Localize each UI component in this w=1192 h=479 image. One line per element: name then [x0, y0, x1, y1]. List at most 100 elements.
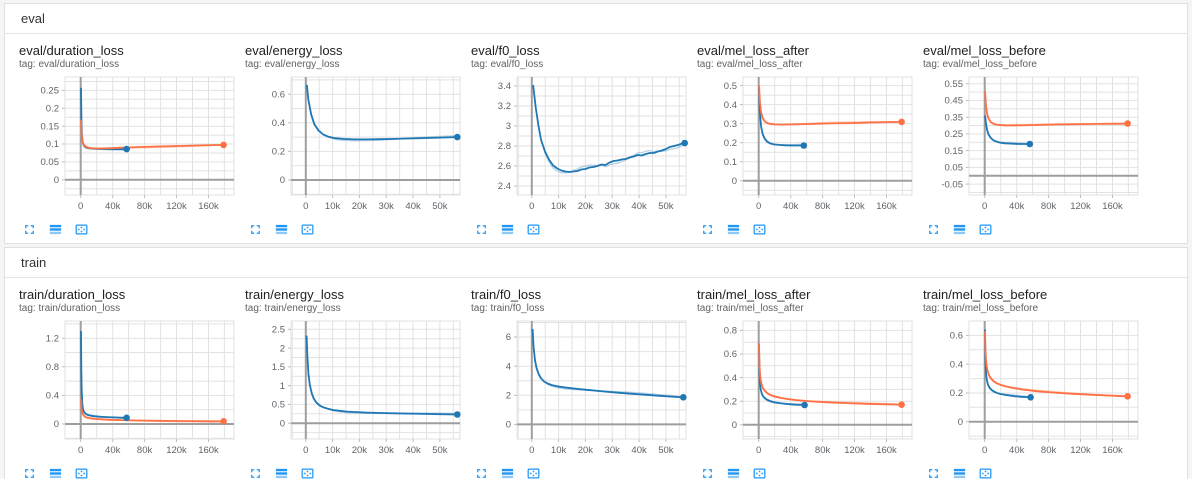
- svg-text:0: 0: [78, 201, 83, 212]
- svg-text:120k: 120k: [166, 201, 187, 212]
- svg-text:0: 0: [756, 445, 761, 456]
- expand-chart-icon[interactable]: [248, 466, 263, 479]
- svg-text:40k: 40k: [1009, 445, 1025, 456]
- expand-chart-icon[interactable]: [926, 466, 941, 479]
- svg-text:160k: 160k: [198, 201, 219, 212]
- svg-text:0.1: 0.1: [46, 139, 59, 150]
- svg-text:160k: 160k: [1102, 201, 1123, 212]
- svg-text:6: 6: [506, 332, 511, 343]
- fit-domain-icon[interactable]: [526, 222, 541, 237]
- line-chart-plot[interactable]: 0 40k 80k 120k 160k 0 0.4 0.8 1.2: [19, 316, 241, 462]
- svg-text:40k: 40k: [631, 445, 647, 456]
- expand-chart-icon[interactable]: [926, 222, 941, 237]
- chart-title: train/mel_loss_after: [697, 287, 811, 302]
- fit-domain-icon[interactable]: [300, 222, 315, 237]
- line-chart-plot[interactable]: 0 10k 20k 30k 40k 50k 0 2 4 6: [471, 316, 693, 462]
- log-scale-toggle-icon[interactable]: [274, 466, 289, 479]
- log-scale-toggle-icon[interactable]: [726, 466, 741, 479]
- section-header-eval[interactable]: eval: [5, 4, 1187, 34]
- svg-text:80k: 80k: [137, 445, 153, 456]
- chart-tag: tag: eval/duration_loss: [19, 59, 120, 70]
- svg-text:2: 2: [280, 343, 285, 354]
- svg-text:40k: 40k: [405, 445, 421, 456]
- chart-title: eval/energy_loss: [245, 43, 343, 58]
- svg-text:10k: 10k: [551, 201, 567, 212]
- fit-domain-icon[interactable]: [526, 466, 541, 479]
- fit-domain-icon[interactable]: [74, 466, 89, 479]
- expand-chart-icon[interactable]: [22, 466, 37, 479]
- line-chart-plot[interactable]: 0 40k 80k 120k 160k 0 0.2 0.4 0.6 0.8: [697, 316, 919, 462]
- log-scale-toggle-icon[interactable]: [726, 222, 741, 237]
- log-scale-toggle-icon[interactable]: [48, 222, 63, 237]
- svg-text:50k: 50k: [658, 201, 674, 212]
- svg-text:0.55: 0.55: [945, 79, 964, 90]
- log-scale-toggle-icon[interactable]: [274, 222, 289, 237]
- svg-text:0.4: 0.4: [272, 118, 285, 129]
- chart-card: train/mel_loss_before tag: train/mel_loss…: [923, 287, 1145, 479]
- svg-text:20k: 20k: [352, 445, 368, 456]
- svg-text:120k: 120k: [1070, 201, 1091, 212]
- chart-toolbar: [697, 462, 919, 479]
- svg-text:80k: 80k: [815, 201, 831, 212]
- line-chart-plot[interactable]: 0 40k 80k 120k 160k 0 0.05 0.1 0.15 0.2 0.25: [19, 72, 241, 218]
- svg-text:0.15: 0.15: [945, 146, 964, 157]
- expand-chart-icon[interactable]: [700, 466, 715, 479]
- fit-domain-icon[interactable]: [300, 466, 315, 479]
- svg-text:30k: 30k: [605, 445, 621, 456]
- expand-chart-icon[interactable]: [474, 466, 489, 479]
- chart-tag: tag: train/mel_loss_before: [923, 303, 1039, 314]
- line-chart-plot[interactable]: 0 10k 20k 30k 40k 50k 2.4 2.6 2.8 3 3.2 3.4: [471, 72, 693, 218]
- line-chart-plot[interactable]: 0 40k 80k 120k 160k 0 0.2 0.4 0.6: [923, 316, 1145, 462]
- chart-toolbar: [245, 218, 467, 240]
- svg-text:0.6: 0.6: [272, 89, 285, 100]
- fit-domain-icon[interactable]: [752, 222, 767, 237]
- fit-domain-icon[interactable]: [978, 222, 993, 237]
- svg-text:80k: 80k: [1041, 201, 1057, 212]
- section-header-train[interactable]: train: [5, 248, 1187, 278]
- chart-tag: tag: eval/mel_loss_after: [697, 59, 803, 70]
- chart-title: eval/f0_loss: [471, 43, 540, 58]
- chart-title: train/mel_loss_before: [923, 287, 1048, 302]
- fit-domain-icon[interactable]: [978, 466, 993, 479]
- expand-chart-icon[interactable]: [474, 222, 489, 237]
- log-scale-toggle-icon[interactable]: [952, 222, 967, 237]
- line-chart-plot[interactable]: 0 40k 80k 120k 160k -0.05 0.05 0.15 0.25 0.35 0.45…: [923, 72, 1145, 218]
- fit-domain-icon[interactable]: [752, 466, 767, 479]
- svg-text:0.5: 0.5: [724, 81, 737, 92]
- chart-tag: tag: train/duration_loss: [19, 303, 121, 314]
- svg-text:1.2: 1.2: [46, 333, 59, 344]
- log-scale-toggle-icon[interactable]: [500, 222, 515, 237]
- svg-text:0.5: 0.5: [272, 400, 285, 411]
- svg-text:0.05: 0.05: [945, 163, 964, 174]
- svg-text:40k: 40k: [405, 201, 421, 212]
- chart-card: train/f0_loss tag: train/f0_loss 0 10k 20k 30…: [471, 287, 693, 479]
- expand-chart-icon[interactable]: [248, 222, 263, 237]
- chart-toolbar: [471, 462, 693, 479]
- svg-text:0: 0: [529, 201, 534, 212]
- line-chart-plot[interactable]: 0 10k 20k 30k 40k 50k 0 0.5 1 1.5 2 2.5: [245, 316, 467, 462]
- svg-text:0.6: 0.6: [724, 349, 737, 360]
- chart-card: eval/f0_loss tag: eval/f0_loss 0 10k 20k 30k 4…: [471, 43, 693, 240]
- log-scale-toggle-icon[interactable]: [500, 466, 515, 479]
- expand-chart-icon[interactable]: [22, 222, 37, 237]
- line-chart-plot[interactable]: 0 10k 20k 30k 40k 50k 0 0.2 0.4 0.6: [245, 72, 467, 218]
- log-scale-toggle-icon[interactable]: [48, 466, 63, 479]
- expand-chart-icon[interactable]: [700, 222, 715, 237]
- chart-toolbar: [697, 218, 919, 240]
- train-charts-row: train/duration_loss tag: train/duration_l…: [5, 278, 1187, 479]
- svg-text:2.5: 2.5: [272, 325, 285, 336]
- svg-text:30k: 30k: [605, 201, 621, 212]
- svg-text:3.2: 3.2: [498, 101, 511, 112]
- line-chart-plot[interactable]: 0 40k 80k 120k 160k 0 0.1 0.2 0.3 0.4 0.5: [697, 72, 919, 218]
- log-scale-toggle-icon[interactable]: [952, 466, 967, 479]
- svg-text:2: 2: [506, 391, 511, 402]
- svg-text:10k: 10k: [551, 445, 567, 456]
- svg-text:0.15: 0.15: [41, 121, 60, 132]
- fit-domain-icon[interactable]: [74, 222, 89, 237]
- svg-text:0: 0: [982, 201, 987, 212]
- svg-text:0.4: 0.4: [724, 100, 737, 111]
- svg-text:0.35: 0.35: [945, 112, 964, 123]
- svg-text:20k: 20k: [578, 201, 594, 212]
- svg-text:120k: 120k: [844, 201, 865, 212]
- svg-text:0.4: 0.4: [46, 391, 59, 402]
